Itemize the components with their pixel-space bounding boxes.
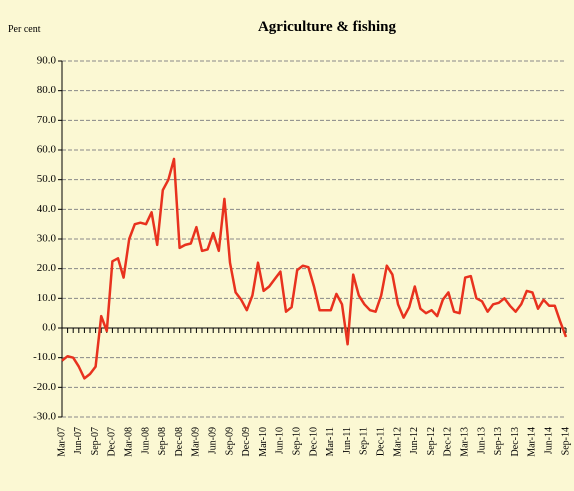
x-tick-label: Mar-10 <box>258 427 269 457</box>
x-tick-label: Jun-10 <box>275 427 286 454</box>
y-tick-label: 70.0 <box>37 114 57 126</box>
y-tick-label: 40.0 <box>37 203 57 215</box>
x-tick-label: Dec-12 <box>443 427 454 456</box>
y-tick-label: -20.0 <box>33 381 56 393</box>
x-tick-label: Sep-13 <box>493 427 504 455</box>
data-line <box>61 157 568 380</box>
x-tick-label: Mar-08 <box>123 427 134 457</box>
x-tick-label: Dec-13 <box>510 427 521 456</box>
x-tick-label: Jun-09 <box>207 427 218 454</box>
x-tick-label: Jun-12 <box>409 427 420 454</box>
x-tick-label: Jun-11 <box>342 427 353 454</box>
y-tick-label: 0.0 <box>42 322 56 334</box>
x-tick-label: Dec-08 <box>174 427 185 456</box>
x-tick-label: Mar-13 <box>459 427 470 457</box>
x-tick-label: Jun-08 <box>140 427 151 454</box>
x-tick-label: Jun-13 <box>476 427 487 454</box>
y-tick-label: -10.0 <box>33 351 56 363</box>
x-tick-label: Jun-14 <box>543 427 554 454</box>
x-tick-label: Dec-09 <box>241 427 252 456</box>
x-tick-label: Mar-09 <box>191 427 202 457</box>
x-tick-label: Dec-07 <box>107 427 118 456</box>
y-tick-label: 80.0 <box>37 84 57 96</box>
x-tick-label: Sep-10 <box>291 427 302 455</box>
y-tick-label: 90.0 <box>37 55 57 67</box>
x-tick-label: Mar-12 <box>392 427 403 457</box>
y-tick-label: 10.0 <box>37 292 57 304</box>
x-tick-label: Sep-11 <box>359 427 370 455</box>
x-tick-label: Jun-07 <box>73 427 84 454</box>
y-tick-label: 30.0 <box>37 233 57 245</box>
y-axis-label: Per cent <box>8 24 41 35</box>
x-tick-label: Sep-14 <box>560 427 571 455</box>
x-tick-label: Dec-11 <box>375 427 386 456</box>
x-tick-label: Sep-08 <box>157 427 168 455</box>
y-tick-label: 20.0 <box>37 262 57 274</box>
y-tick-label: 60.0 <box>37 144 57 156</box>
y-tick-label: 50.0 <box>37 173 57 185</box>
x-tick-label: Mar-11 <box>325 427 336 456</box>
x-tick-label: Mar-14 <box>527 427 538 457</box>
y-tick-label: -30.0 <box>33 411 56 423</box>
x-tick-label: Dec-10 <box>308 427 319 456</box>
x-tick-label: Sep-12 <box>426 427 437 455</box>
x-tick-label: Sep-07 <box>90 427 101 455</box>
x-tick-label: Mar-07 <box>56 427 67 457</box>
chart-title: Agriculture & fishing <box>258 19 397 35</box>
x-tick-label: Sep-09 <box>224 427 235 455</box>
